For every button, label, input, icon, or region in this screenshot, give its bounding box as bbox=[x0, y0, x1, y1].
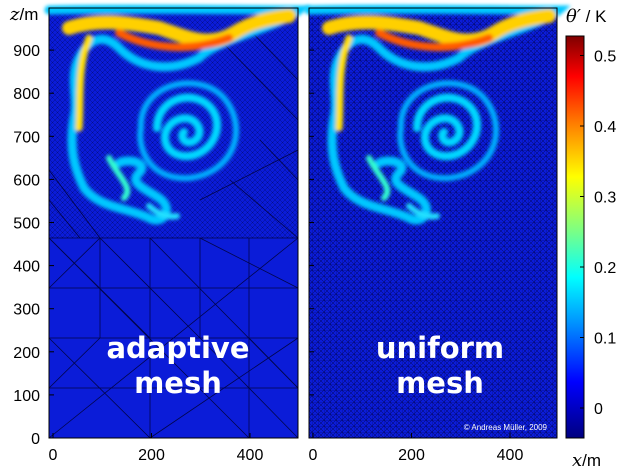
y-axis-ticks: 0 100 200 300 400 500 600 700 800 900 bbox=[13, 43, 314, 448]
y-tick-label: 900 bbox=[13, 43, 40, 60]
colorbar: θ′ / K 0 0.1 0.2 0.3 0.4 0.5 bbox=[565, 6, 616, 439]
x-axis: 0 200 400 0 200 400 x/m bbox=[49, 433, 601, 471]
adaptive-mesh-lines bbox=[48, 19, 299, 439]
colorbar-tick-label: 0.1 bbox=[594, 331, 616, 348]
panel-adaptive: adaptive mesh bbox=[48, 8, 299, 439]
colorbar-tick-label: 0 bbox=[594, 401, 603, 418]
x-axis-ticks: 0 200 400 0 200 400 bbox=[49, 433, 524, 464]
uniform-mesh-lines bbox=[309, 8, 557, 438]
x-tick-label: 400 bbox=[237, 447, 264, 464]
credit-text: © Andreas Müller, 2009 bbox=[464, 423, 548, 432]
y-tick-label: 0 bbox=[31, 431, 40, 448]
panel-caption-line2: mesh bbox=[396, 366, 484, 400]
colorbar-tick-label: 0.4 bbox=[594, 119, 616, 136]
y-tick-label: 400 bbox=[13, 259, 40, 276]
y-tick-label: 800 bbox=[13, 86, 40, 103]
colorbar-label: θ′ / K bbox=[566, 6, 607, 27]
y-tick-label: 600 bbox=[13, 172, 40, 189]
x-tick-label: 200 bbox=[398, 447, 425, 464]
panel-caption-line2: mesh bbox=[134, 366, 222, 400]
x-tick-label: 400 bbox=[497, 447, 524, 464]
colorbar-ticks: 0 0.1 0.2 0.3 0.4 0.5 bbox=[580, 49, 616, 418]
x-axis-label: x/m bbox=[572, 450, 601, 471]
x-tick-label: 200 bbox=[138, 447, 165, 464]
panel-caption-line1: adaptive bbox=[106, 331, 249, 365]
colorbar-tick-label: 0.3 bbox=[594, 190, 616, 207]
y-tick-label: 700 bbox=[13, 129, 40, 146]
colorbar-tick-label: 0.5 bbox=[594, 49, 616, 66]
y-tick-label: 100 bbox=[13, 388, 40, 405]
y-axis: z/m 0 100 200 300 400 500 600 700 800 900 bbox=[9, 4, 314, 448]
colorbar-fill bbox=[565, 35, 585, 439]
y-axis-label: z/m bbox=[9, 4, 38, 25]
x-tick-label: 0 bbox=[49, 447, 58, 464]
y-tick-label: 500 bbox=[13, 216, 40, 233]
colorbar-tick-label: 0.2 bbox=[594, 260, 616, 277]
panel-uniform: uniform mesh © Andreas Müller, 2009 bbox=[309, 8, 559, 439]
x-tick-label: 0 bbox=[309, 447, 318, 464]
panel-caption-line1: uniform bbox=[376, 331, 504, 365]
y-tick-label: 200 bbox=[13, 345, 40, 362]
y-tick-label: 300 bbox=[13, 302, 40, 319]
